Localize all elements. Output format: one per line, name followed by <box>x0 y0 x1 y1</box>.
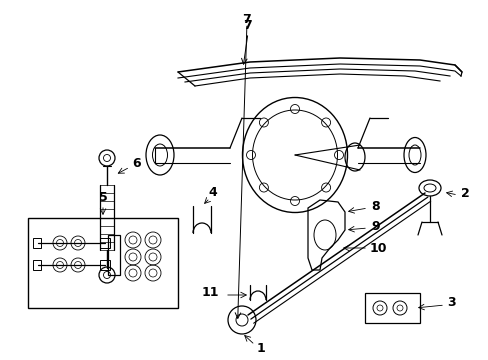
Text: 4: 4 <box>208 185 217 198</box>
Text: 1: 1 <box>256 342 265 355</box>
Text: 6: 6 <box>132 157 141 170</box>
Bar <box>108 235 120 275</box>
Text: 2: 2 <box>460 186 468 199</box>
Bar <box>100 238 110 248</box>
Text: 7: 7 <box>242 13 251 26</box>
Text: 3: 3 <box>447 296 455 309</box>
Text: 9: 9 <box>371 220 380 233</box>
Text: 5: 5 <box>99 190 107 203</box>
Text: 10: 10 <box>368 242 386 255</box>
Bar <box>100 260 110 270</box>
Bar <box>28 218 178 308</box>
Bar <box>33 238 41 248</box>
Bar <box>33 260 41 270</box>
Bar <box>364 293 419 323</box>
Text: 11: 11 <box>201 287 218 300</box>
Text: 7: 7 <box>243 18 252 32</box>
Text: 8: 8 <box>371 199 380 212</box>
